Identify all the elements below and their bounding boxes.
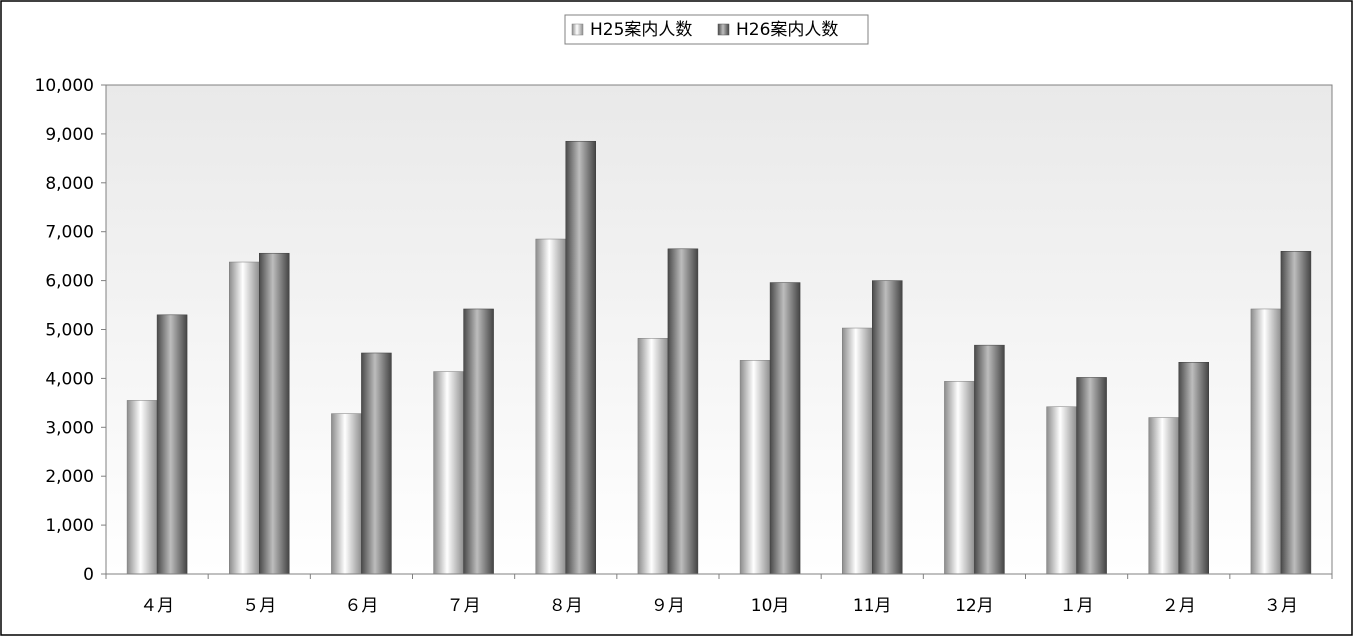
y-tick-label: 1,000 bbox=[45, 516, 94, 536]
x-tick-label: ３月 bbox=[1264, 596, 1298, 616]
bar-h26 bbox=[667, 248, 699, 575]
y-tick-label: 10,000 bbox=[35, 76, 94, 96]
bar-h26 bbox=[259, 252, 290, 575]
bar-h26 bbox=[1076, 377, 1107, 575]
y-tick-label: 8,000 bbox=[45, 174, 94, 194]
x-tick-label: ５月 bbox=[242, 596, 276, 616]
y-tick-label: 7,000 bbox=[45, 223, 94, 243]
x-tick-label: １月 bbox=[1060, 596, 1094, 616]
legend-swatch-h25 bbox=[571, 23, 584, 36]
y-tick-label: 0 bbox=[83, 565, 94, 585]
x-tick-label: ６月 bbox=[344, 596, 378, 616]
y-tick-label: 4,000 bbox=[45, 369, 94, 389]
y-tick-label: 2,000 bbox=[45, 467, 94, 487]
x-tick-label: 10月 bbox=[751, 596, 790, 616]
x-tick-label: ２月 bbox=[1162, 596, 1196, 616]
x-tick-label: ７月 bbox=[447, 596, 481, 616]
legend: H25案内人数 H26案内人数 bbox=[564, 14, 869, 45]
y-axis: 0 1,000 2,000 3,000 4,000 5,000 6,000 7,000 8,00… bbox=[35, 76, 107, 585]
bar-h25 bbox=[842, 327, 873, 575]
bar-h25 bbox=[637, 338, 669, 575]
y-tick-label: 6,000 bbox=[45, 272, 94, 292]
legend-label-h26: H26案内人数 bbox=[736, 20, 838, 40]
legend-label-h25: H25案内人数 bbox=[590, 20, 692, 40]
plot-area bbox=[105, 84, 1333, 575]
y-tick-label: 9,000 bbox=[45, 125, 94, 145]
bar-h26 bbox=[1178, 362, 1209, 575]
x-tick-label: ４月 bbox=[140, 596, 174, 616]
bar-h26 bbox=[463, 308, 494, 575]
bar-h26 bbox=[974, 344, 1005, 575]
bar-h25 bbox=[1148, 417, 1179, 575]
bar-h26 bbox=[565, 140, 596, 575]
x-tick-label: ９月 bbox=[651, 596, 685, 616]
bar-h25 bbox=[739, 360, 771, 575]
bar-h25 bbox=[126, 400, 158, 575]
bar-h25 bbox=[1250, 308, 1282, 575]
bar-h25 bbox=[1046, 406, 1077, 575]
bar-h26 bbox=[156, 314, 188, 575]
x-axis: ４月 ５月 ６月 ７月 ８月 ９月 10月 11月 12月 １月 ２月 ３月 bbox=[105, 573, 1333, 616]
x-tick-label: 12月 bbox=[955, 596, 994, 616]
y-tick-label: 3,000 bbox=[45, 418, 94, 438]
bar-h26 bbox=[361, 352, 392, 575]
bar-h26 bbox=[769, 282, 801, 575]
bar-h25 bbox=[535, 238, 566, 575]
bar-h26 bbox=[872, 280, 903, 575]
legend-swatch-h26 bbox=[717, 23, 730, 36]
legend-box bbox=[564, 14, 869, 45]
bars bbox=[126, 140, 1312, 575]
x-tick-label: ８月 bbox=[549, 596, 583, 616]
x-tick-label: 11月 bbox=[853, 596, 892, 616]
bar-h26 bbox=[1280, 251, 1312, 575]
bar-h25 bbox=[229, 261, 260, 575]
bar-h25 bbox=[433, 371, 464, 575]
bar-h25 bbox=[944, 381, 975, 575]
y-tick-label: 5,000 bbox=[45, 321, 94, 341]
bar-h25 bbox=[331, 413, 362, 575]
